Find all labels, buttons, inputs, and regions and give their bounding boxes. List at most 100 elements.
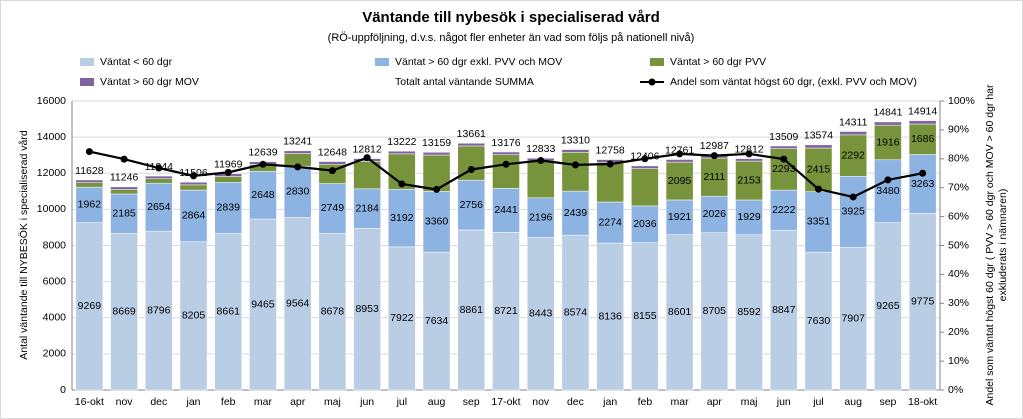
line-marker (398, 180, 406, 188)
x-tick-label: sep (879, 396, 896, 408)
line-marker (571, 161, 579, 169)
bar-segment (874, 124, 902, 161)
bar-segment (631, 168, 659, 207)
bar-segment (839, 176, 867, 248)
line-marker (537, 157, 545, 165)
data-label: 8721 (494, 305, 518, 317)
bar-segment (735, 234, 763, 391)
x-tick-label: dec (567, 396, 584, 408)
legend-swatch (375, 58, 389, 66)
y-tick-label: 2000 (43, 348, 67, 360)
bar-segment (422, 152, 451, 156)
y-axis-title: Antal väntande till NYBESÖK i specialise… (18, 130, 30, 360)
data-label: 9465 (251, 298, 275, 310)
data-label: 2749 (321, 202, 345, 214)
bar-segment (769, 148, 798, 191)
legend-label: Väntat > 60 dgr exkl. PVV och MOV (395, 56, 562, 68)
bar-segment (145, 182, 173, 232)
line-marker (641, 155, 649, 163)
data-label: 8705 (703, 305, 727, 317)
total-label: 12987 (700, 140, 729, 152)
bar-segment (804, 144, 833, 149)
bar-segment (179, 184, 208, 191)
bar-segment (214, 182, 243, 234)
bar-segment (318, 233, 347, 391)
x-tick-label: maj (324, 396, 341, 408)
line-marker (606, 160, 614, 168)
data-label: 8847 (772, 304, 796, 316)
legend-swatch (80, 58, 94, 66)
total-label: 14841 (873, 107, 902, 119)
data-label: 1686 (911, 133, 935, 145)
bar-segment (249, 170, 277, 220)
bar-segment (769, 229, 798, 391)
bar-segment (110, 233, 138, 391)
bar-segment (457, 179, 486, 231)
data-label: 8601 (668, 306, 692, 318)
total-label: 14914 (908, 105, 937, 117)
data-label: 2648 (251, 189, 275, 201)
data-label: 2293 (772, 163, 796, 175)
x-tick-label: 17-okt (491, 396, 520, 408)
total-label: 12812 (734, 143, 763, 155)
bar-segment (665, 234, 694, 391)
x-tick-label: mar (671, 396, 690, 408)
data-label: 2095 (668, 175, 692, 187)
total-label: 14311 (839, 116, 868, 128)
x-tick-label: aug (428, 396, 446, 408)
data-label: 3360 (425, 216, 449, 228)
data-label: 2864 (182, 210, 206, 222)
bar-segment (75, 222, 104, 391)
data-label: 8443 (529, 308, 553, 320)
line-marker (814, 185, 822, 193)
line-marker (502, 160, 510, 168)
total-label: 12833 (526, 143, 555, 155)
bar-segment (665, 159, 694, 163)
bar-segment (735, 160, 763, 201)
data-label: 2439 (564, 207, 588, 219)
data-label: 2196 (529, 211, 553, 223)
bar-segment (353, 228, 381, 391)
bar-segment (283, 150, 312, 154)
bar-segment (75, 179, 104, 183)
y2-tick-label: 30% (948, 297, 969, 309)
legend-swatch (80, 78, 94, 86)
data-label: 8796 (147, 304, 171, 316)
data-label: 2441 (494, 204, 518, 216)
y-tick-label: 10000 (37, 203, 66, 215)
data-label: 1916 (876, 136, 900, 148)
bar-segment (735, 158, 763, 162)
bar-segment (75, 186, 104, 223)
data-label: 8661 (217, 306, 241, 318)
x-tick-label: dec (150, 396, 167, 408)
data-label: 2415 (807, 164, 831, 176)
bar-segment (596, 242, 624, 391)
bar-segment (526, 160, 555, 199)
x-tick-label: jun (359, 396, 374, 408)
data-label: 2654 (147, 201, 171, 213)
total-label: 13310 (561, 134, 590, 146)
x-tick-label: feb (221, 396, 236, 408)
bar-segment (179, 189, 208, 243)
y-tick-label: 0 (60, 384, 66, 396)
line-marker (467, 165, 475, 173)
x-tick-label: apr (707, 396, 723, 408)
data-label: 9564 (286, 297, 310, 309)
total-label: 12639 (248, 146, 277, 158)
total-label: 13222 (387, 136, 416, 148)
bar-segment (631, 165, 659, 169)
data-label: 8953 (355, 303, 379, 315)
bar-segment (75, 182, 104, 188)
y-tick-label: 12000 (37, 167, 66, 179)
line-marker (155, 164, 163, 172)
bar-segment (804, 191, 833, 253)
x-tick-label: nov (116, 396, 134, 408)
y-tick-label: 8000 (43, 239, 67, 251)
bar-segment (631, 242, 659, 391)
line-marker (259, 160, 267, 168)
line-marker (710, 152, 718, 160)
line-marker (363, 154, 371, 162)
bar-segment (908, 120, 937, 125)
data-label: 9265 (876, 300, 900, 312)
bar-segment (283, 165, 312, 218)
